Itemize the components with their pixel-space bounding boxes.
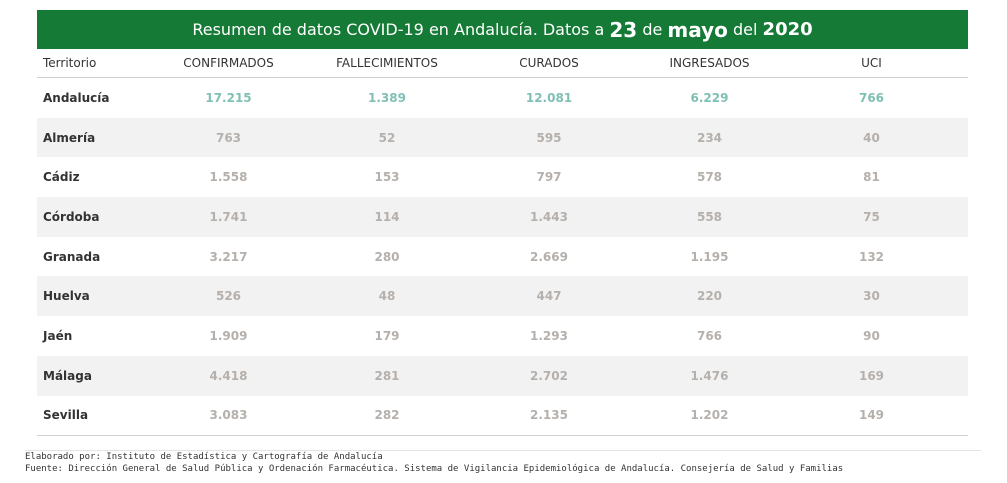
fallecimientos-cell: 282 — [320, 395, 454, 437]
curados-cell: 1.293 — [530, 328, 568, 343]
column-header-ingresados: INGRESADOS — [644, 49, 775, 78]
confirmados-cell: 763 — [137, 117, 320, 158]
uci-cell: 75 — [775, 197, 968, 237]
territorio-cell: Huelva — [37, 276, 137, 317]
uci-cell: 90 — [863, 328, 880, 343]
title-de: de — [642, 20, 663, 39]
uci-cell: 132 — [858, 249, 885, 264]
title-banner: Resumen de datos COVID-19 en Andalucía. … — [37, 10, 968, 49]
source-footer: Elaborado por: Instituto de Estadística … — [25, 450, 981, 475]
curados-cell: 2.702 — [454, 355, 644, 396]
fallecimientos-cell: 48 — [320, 276, 454, 317]
fallecimientos-cell: 52 — [320, 117, 454, 158]
table-row: Cádiz 1.558 153 797 578 81 — [37, 157, 968, 197]
uci-cell: 81 — [863, 170, 880, 185]
curados-cell: 797 — [536, 170, 562, 185]
table-row: Jaén 1.909 179 1.293 766 90 — [37, 316, 968, 356]
curados-cell: 447 — [454, 276, 644, 317]
header-row: Territorio CONFIRMADOS FALLECIMIENTOS CU… — [37, 49, 968, 78]
confirmados-cell: 17.215 — [205, 90, 252, 105]
curados-cell: 2.135 — [454, 395, 644, 437]
table-row: Córdoba 1.741 114 1.443 558 75 — [37, 197, 968, 237]
uci-cell: 169 — [775, 355, 968, 396]
curados-cell: 12.081 — [525, 90, 573, 105]
table-row: Málaga 4.418 281 2.702 1.476 169 — [37, 355, 968, 396]
data-table: Territorio CONFIRMADOS FALLECIMIENTOS CU… — [37, 49, 968, 437]
territorio-cell: Málaga — [37, 355, 137, 396]
title-year: 2020 — [762, 19, 813, 40]
confirmados-cell: 1.558 — [209, 170, 248, 185]
uci-cell: 40 — [775, 117, 968, 158]
uci-cell: 766 — [858, 90, 885, 105]
column-header-territorio: Territorio — [37, 49, 137, 78]
territorio-cell: Almería — [37, 117, 137, 158]
title-del: del — [733, 20, 758, 39]
column-header-curados: CURADOS — [454, 49, 644, 78]
ingresados-cell: 766 — [696, 328, 723, 343]
curados-cell: 1.443 — [454, 197, 644, 237]
column-header-fallecimientos: FALLECIMIENTOS — [320, 49, 454, 78]
ingresados-cell: 234 — [644, 117, 775, 158]
fallecimientos-cell: 179 — [374, 328, 400, 343]
territorio-cell: Sevilla — [37, 395, 137, 437]
ingresados-cell: 220 — [644, 276, 775, 317]
curados-cell: 2.669 — [530, 249, 568, 264]
title-day: 23 — [609, 17, 638, 42]
fallecimientos-cell: 1.389 — [368, 90, 406, 105]
ingresados-cell: 6.229 — [690, 90, 729, 105]
footer-elaborado: Elaborado por: Instituto de Estadística … — [25, 452, 383, 462]
confirmados-cell: 3.083 — [137, 395, 320, 437]
territorio-cell: Granada — [43, 249, 101, 264]
uci-cell: 30 — [775, 276, 968, 317]
title-month: mayo — [667, 17, 728, 42]
footer-fuente: Fuente: Dirección General de Salud Públi… — [25, 463, 844, 474]
table-row: Sevilla 3.083 282 2.135 1.202 149 — [37, 395, 968, 437]
confirmados-cell: 526 — [137, 276, 320, 317]
ingresados-cell: 1.202 — [644, 395, 775, 437]
confirmados-cell: 1.909 — [209, 328, 248, 343]
table-row: Almería 763 52 595 234 40 — [37, 117, 968, 158]
table-row: Granada 3.217 280 2.669 1.195 132 — [37, 237, 968, 277]
table-row: Huelva 526 48 447 220 30 — [37, 276, 968, 317]
fallecimientos-cell: 281 — [320, 355, 454, 396]
confirmados-cell: 3.217 — [209, 249, 248, 264]
curados-cell: 595 — [454, 117, 644, 158]
confirmados-cell: 1.741 — [137, 197, 320, 237]
territorio-cell: Andalucía — [43, 90, 110, 105]
ingresados-cell: 578 — [696, 170, 723, 185]
fallecimientos-cell: 114 — [320, 197, 454, 237]
confirmados-cell: 4.418 — [137, 355, 320, 396]
fallecimientos-cell: 280 — [374, 249, 400, 264]
fallecimientos-cell: 153 — [374, 170, 400, 185]
title-prefix: Resumen de datos COVID-19 en Andalucía. … — [192, 20, 605, 39]
ingresados-cell: 558 — [644, 197, 775, 237]
territorio-cell: Jaén — [43, 328, 73, 343]
column-header-uci: UCI — [775, 49, 968, 78]
ingresados-cell: 1.476 — [644, 355, 775, 396]
territorio-cell: Córdoba — [37, 197, 137, 237]
column-header-confirmados: CONFIRMADOS — [137, 49, 320, 78]
covid-summary: Resumen de datos COVID-19 en Andalucía. … — [37, 10, 968, 437]
table-row: Andalucía 17.215 1.389 12.081 6.229 766 — [37, 78, 968, 118]
ingresados-cell: 1.195 — [690, 249, 729, 264]
territorio-cell: Cádiz — [43, 170, 80, 185]
uci-cell: 149 — [775, 395, 968, 437]
